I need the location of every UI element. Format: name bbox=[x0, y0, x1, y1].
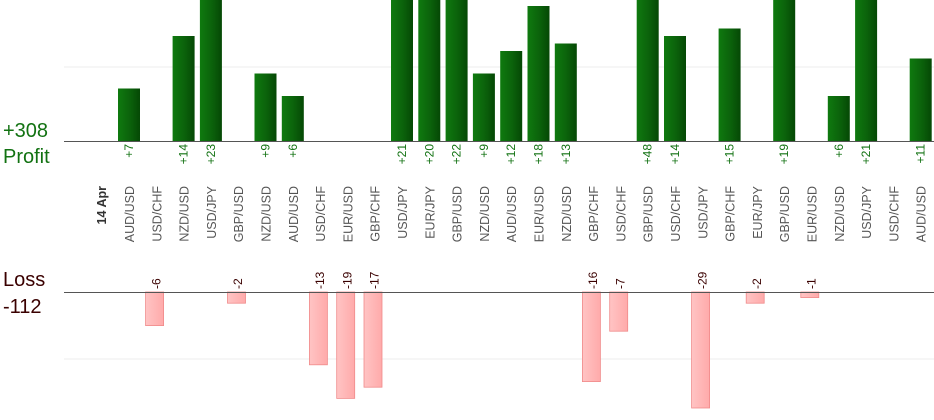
category-label: USD/CHF bbox=[887, 186, 901, 242]
profit-value-label: +23 bbox=[204, 144, 218, 165]
category-label: NZD/USD bbox=[478, 186, 492, 242]
profit-bar bbox=[254, 73, 277, 141]
category-label: USD/JPY bbox=[205, 185, 219, 238]
profit-value-label: +15 bbox=[723, 144, 737, 165]
category-label: USD/JPY bbox=[696, 185, 710, 238]
profit-value-label: +14 bbox=[177, 144, 191, 165]
profit-bar bbox=[855, 0, 878, 141]
profit-value-label: +14 bbox=[668, 144, 682, 165]
profit-value-label: +48 bbox=[641, 144, 655, 165]
profit-value-label: +9 bbox=[259, 144, 273, 158]
loss-value-label: -19 bbox=[340, 271, 354, 289]
profit-value-label: +18 bbox=[532, 144, 546, 165]
loss-value-label: -7 bbox=[613, 278, 627, 289]
loss-bar bbox=[582, 291, 601, 382]
profit-value-label: +7 bbox=[122, 144, 136, 158]
category-label: EUR/JPY bbox=[423, 185, 437, 238]
category-label: AUD/USD bbox=[287, 186, 301, 242]
profit-bar bbox=[827, 96, 850, 141]
loss-bar bbox=[609, 291, 629, 332]
loss-value-label: -17 bbox=[368, 271, 382, 289]
profit-bar bbox=[391, 0, 413, 141]
profit-value-label: +19 bbox=[777, 144, 791, 165]
category-label: USD/JPY bbox=[396, 185, 410, 238]
profit-bar bbox=[445, 0, 468, 141]
category-label: GBP/CHF bbox=[369, 186, 383, 242]
profit-bar bbox=[118, 88, 140, 141]
profit-value-label: +20 bbox=[422, 144, 436, 165]
category-label: GBP/CHF bbox=[587, 186, 601, 242]
loss-value-label: -2 bbox=[750, 278, 764, 289]
category-label: NZD/USD bbox=[833, 186, 847, 242]
loss-bar bbox=[227, 291, 246, 304]
profit-value-label: +6 bbox=[286, 144, 300, 158]
loss-bar bbox=[691, 291, 710, 409]
category-label: USD/CHF bbox=[314, 186, 328, 242]
profit-value-label: +13 bbox=[559, 144, 573, 165]
category-label: NZD/USD bbox=[560, 186, 574, 242]
profit-bar bbox=[636, 0, 659, 141]
category-label: AUD/USD bbox=[915, 186, 929, 242]
loss-value-label: -29 bbox=[695, 271, 709, 289]
profit-value-label: +12 bbox=[504, 144, 518, 165]
loss-value-label: -6 bbox=[149, 278, 163, 289]
loss-value-label: -2 bbox=[231, 278, 245, 289]
category-label: USD/CHF bbox=[669, 186, 683, 242]
profit-value-label: +6 bbox=[832, 144, 846, 158]
profit-value-label: +9 bbox=[477, 144, 491, 158]
loss-bar bbox=[363, 291, 383, 388]
date-label: 14 Apr bbox=[95, 186, 109, 225]
category-label: NZD/USD bbox=[260, 186, 274, 242]
loss-bar bbox=[745, 291, 765, 304]
category-label: GBP/USD bbox=[642, 186, 656, 242]
profit-bar bbox=[909, 58, 932, 141]
loss-bar bbox=[336, 291, 356, 399]
loss-label: Loss bbox=[3, 269, 46, 291]
category-label: USD/CHF bbox=[150, 186, 164, 242]
category-label: AUD/USD bbox=[123, 186, 137, 242]
category-label: EUR/USD bbox=[341, 186, 355, 242]
profit-bar bbox=[527, 6, 550, 141]
profit-bar bbox=[472, 73, 495, 141]
category-label: USD/JPY bbox=[860, 185, 874, 238]
profit-bar bbox=[664, 36, 686, 141]
category-label: USD/CHF bbox=[614, 186, 628, 242]
profit-bar bbox=[281, 96, 304, 141]
profit-value-label: +11 bbox=[914, 144, 928, 164]
category-label: AUD/USD bbox=[505, 186, 519, 242]
profit-value-label: +21 bbox=[859, 144, 873, 165]
loss-value-label: -16 bbox=[586, 271, 600, 289]
category-label: EUR/JPY bbox=[751, 185, 765, 238]
loss-total: -112 bbox=[3, 296, 42, 318]
loss-bar bbox=[145, 291, 165, 326]
category-label: EUR/USD bbox=[806, 186, 820, 242]
profit-label: Profit bbox=[3, 146, 50, 168]
profit-total: +308 bbox=[3, 120, 49, 142]
profit-bar bbox=[718, 28, 741, 141]
category-label: GBP/USD bbox=[778, 186, 792, 242]
profit-bar bbox=[773, 0, 796, 141]
loss-value-label: -1 bbox=[805, 278, 819, 289]
profit-bar bbox=[418, 0, 441, 141]
profit-bar bbox=[172, 36, 195, 141]
profit-bar bbox=[554, 43, 577, 141]
category-label: GBP/USD bbox=[451, 186, 465, 242]
profit-value-label: +21 bbox=[395, 144, 409, 165]
category-label: GBP/USD bbox=[232, 186, 246, 242]
loss-bar bbox=[308, 291, 328, 366]
category-label: NZD/USD bbox=[178, 186, 192, 242]
profit-bar bbox=[199, 0, 222, 141]
profit-value-label: +22 bbox=[450, 144, 464, 165]
profit-bar bbox=[500, 51, 523, 141]
category-label: GBP/CHF bbox=[724, 186, 738, 242]
loss-value-label: -13 bbox=[313, 271, 327, 289]
category-label: EUR/USD bbox=[533, 186, 547, 242]
